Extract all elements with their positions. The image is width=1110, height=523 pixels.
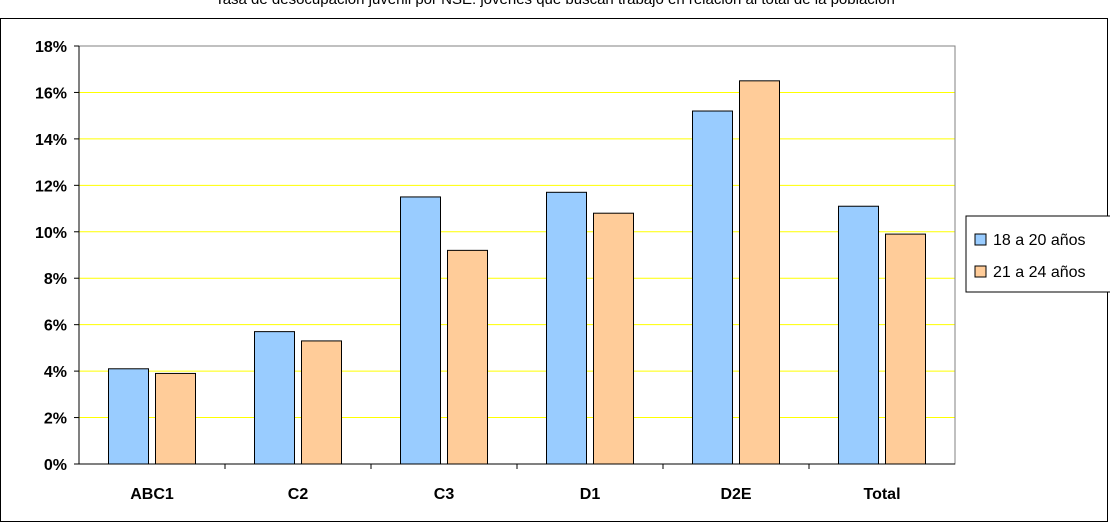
axes <box>74 45 956 469</box>
bar-d1-series-1 <box>546 191 587 465</box>
x-tick-labels: ABC1 C2 C3 D1 D2E Total <box>130 486 900 503</box>
y-tick-label: 18% <box>35 39 67 56</box>
y-tick-labels: 0% 2% 4% 6% 8% 10% 12% 14% 16% 18% <box>35 39 67 474</box>
chart-title: Tasa de desocupación juvenil por NSE: jó… <box>0 0 1110 11</box>
bar-c3-series-2 <box>447 249 488 465</box>
y-tick-label: 16% <box>35 85 67 102</box>
x-tick-label: C3 <box>434 486 455 503</box>
y-tick-label: 2% <box>44 411 67 428</box>
gridlines <box>79 45 955 419</box>
y-tick-label: 4% <box>44 364 67 381</box>
x-tick-label: C2 <box>288 486 309 503</box>
bar-total-series-1 <box>838 205 879 465</box>
bars <box>108 80 926 465</box>
y-tick-label: 14% <box>35 132 67 149</box>
y-tick-label: 6% <box>44 318 67 335</box>
x-tick-label: ABC1 <box>130 486 174 503</box>
bar-abc1-series-1 <box>108 368 149 465</box>
legend-box <box>965 215 1110 293</box>
bar-total-series-2 <box>885 233 926 465</box>
bar-d2e-series-1 <box>692 110 733 465</box>
bar-d2e-series-2 <box>739 80 780 465</box>
y-tick-label: 0% <box>44 457 67 474</box>
y-tick-label: 8% <box>44 271 67 288</box>
x-tick-label: Total <box>863 486 900 503</box>
legend-label-1: 18 a 20 años <box>993 232 1086 249</box>
y-tick-label: 10% <box>35 225 67 242</box>
legend: 18 a 20 años 21 a 24 años <box>965 215 1110 293</box>
x-tick-label: D1 <box>580 486 601 503</box>
y-tick-label: 12% <box>35 178 67 195</box>
bar-abc1-series-2 <box>155 372 196 465</box>
bar-c2-series-1 <box>254 331 295 465</box>
bar-d1-series-2 <box>593 212 634 465</box>
legend-swatch-2 <box>974 265 987 278</box>
x-tick-label: D2E <box>720 486 751 503</box>
bar-c3-series-1 <box>400 196 441 465</box>
legend-label-2: 21 a 24 años <box>993 264 1086 281</box>
plot-area-border <box>78 45 956 465</box>
bar-c2-series-2 <box>301 340 342 465</box>
legend-swatch-1 <box>974 233 987 246</box>
